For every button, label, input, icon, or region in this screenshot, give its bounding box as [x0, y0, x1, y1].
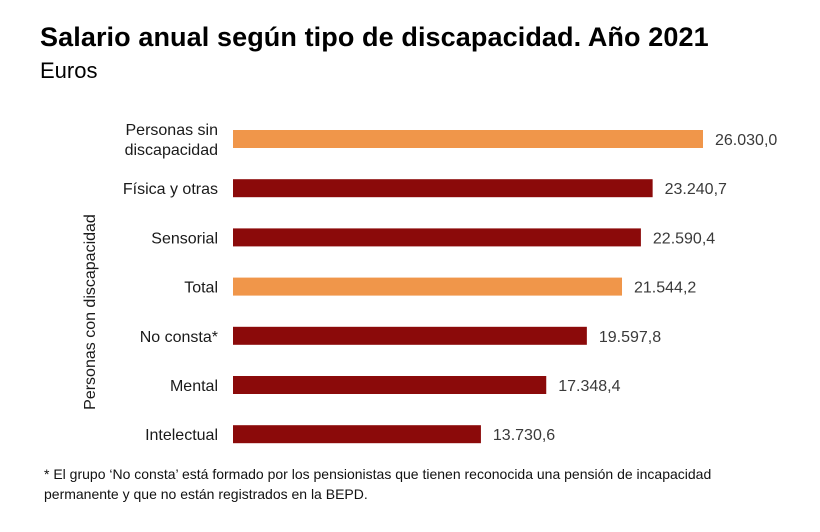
- category-label: Personas sin discapacidad: [125, 122, 218, 159]
- bar: [233, 130, 703, 148]
- value-label: 17.348,4: [558, 378, 620, 395]
- category-label: Intelectual: [145, 427, 218, 444]
- category-label: Mental: [170, 378, 218, 395]
- category-label: Total: [184, 280, 218, 297]
- value-label: 23.240,7: [665, 181, 727, 198]
- value-label: 13.730,6: [493, 427, 555, 444]
- category-label: Sensorial: [151, 230, 218, 247]
- value-label: 22.590,4: [653, 230, 715, 247]
- value-label: 26.030,0: [715, 132, 777, 149]
- bar: [233, 376, 547, 394]
- value-label: 21.544,2: [634, 280, 696, 297]
- bar: [233, 179, 653, 198]
- value-label: 19.597,8: [599, 329, 661, 346]
- bar: [233, 326, 587, 345]
- bar: [233, 425, 481, 444]
- group-axis-label: Personas con discapacidad: [82, 214, 99, 410]
- category-label: Física y otras: [123, 181, 218, 198]
- bar: [233, 277, 623, 296]
- chart-title: Salario anual según tipo de discapacidad…: [40, 22, 709, 52]
- bar-chart: Personas con discapacidad 26.030,0 Person…: [82, 122, 777, 444]
- footnote: * El grupo ‘No consta’ está formado por …: [44, 466, 712, 502]
- category-label: No consta*: [140, 329, 218, 346]
- bar: [233, 228, 641, 247]
- chart-subtitle: Euros: [40, 58, 98, 83]
